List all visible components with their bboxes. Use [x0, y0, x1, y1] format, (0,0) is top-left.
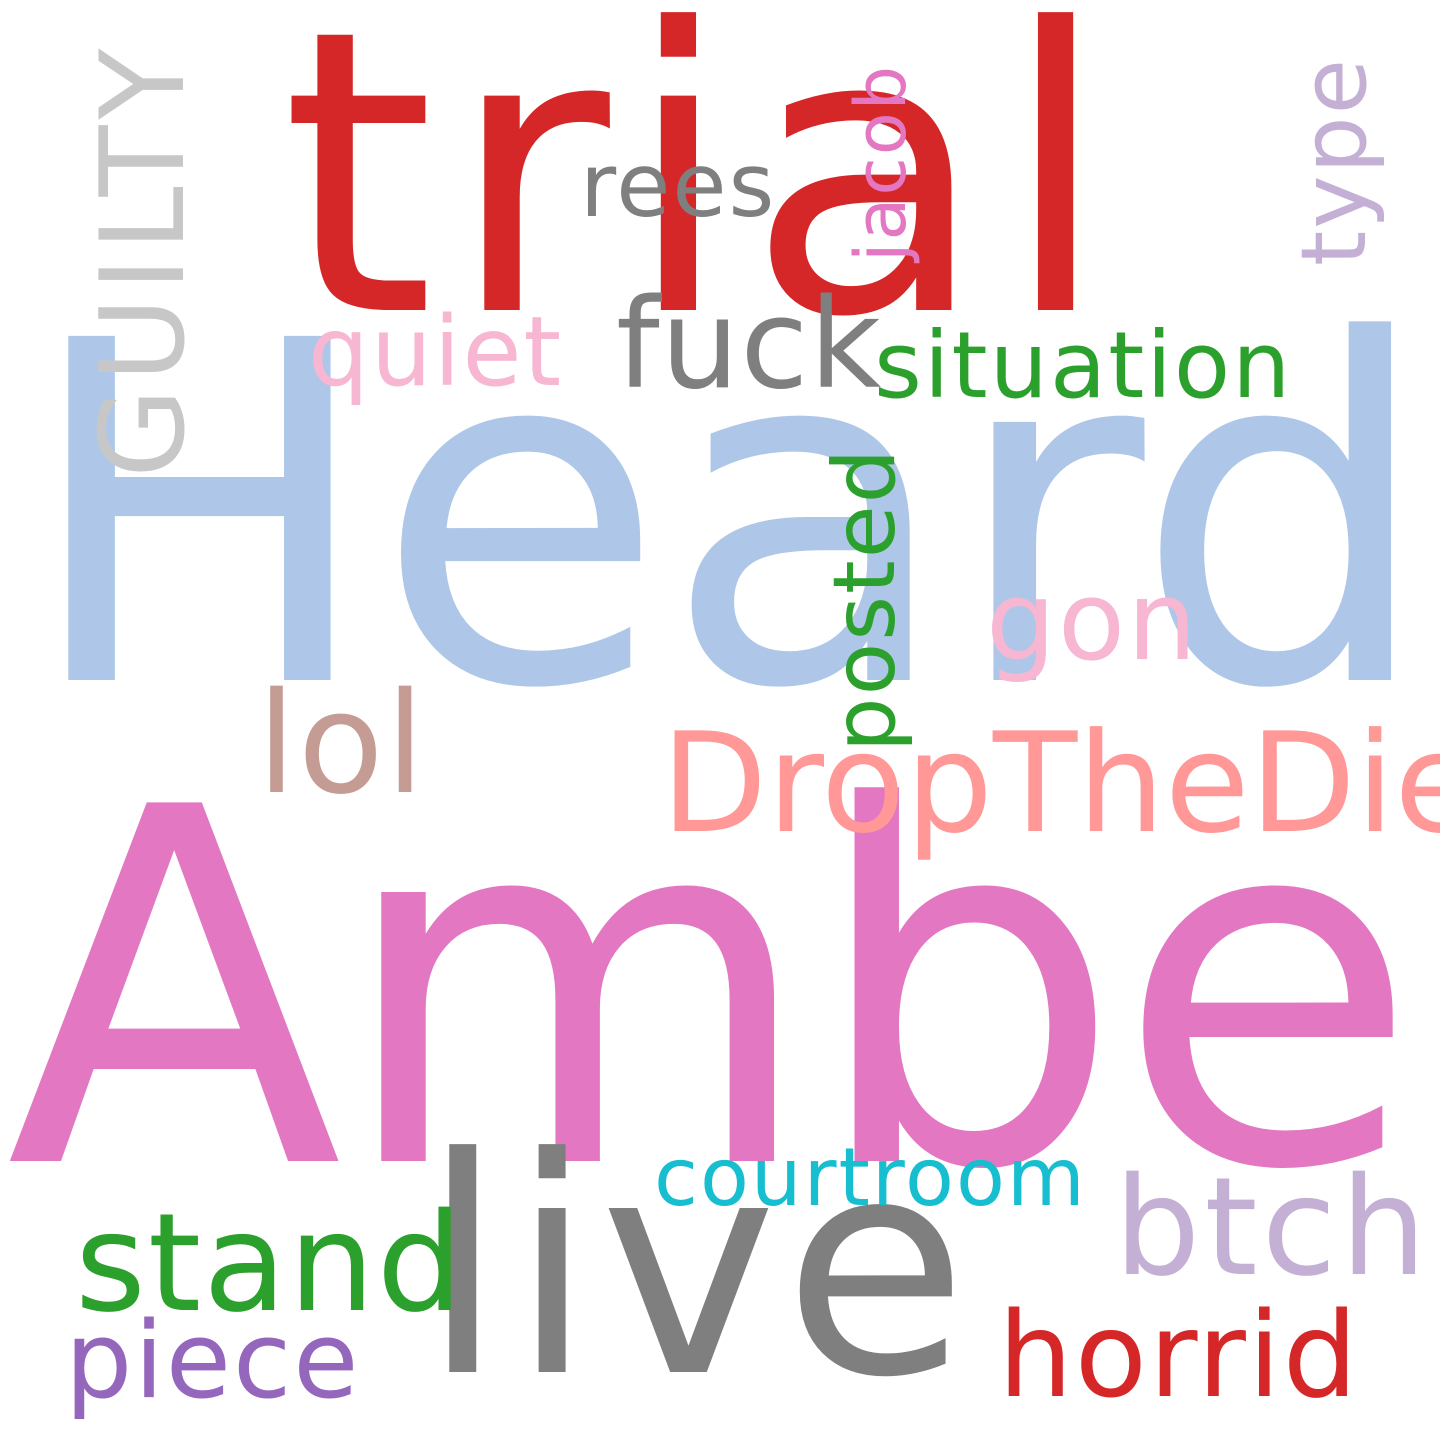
word-rees: rees: [580, 134, 777, 237]
word-guilty: GUILTY: [76, 42, 211, 478]
word-trial: trial: [281, 0, 1124, 403]
word-piece: piece: [65, 1299, 361, 1422]
word-dropthedie: DropTheDie: [661, 703, 1440, 864]
word-btch: btch: [1114, 1149, 1431, 1307]
word-lol: lol: [257, 663, 427, 826]
word-amber: Amber: [6, 705, 1440, 1278]
word-courtroom: courtroom: [654, 1131, 1087, 1224]
word-gon: gon: [986, 557, 1199, 685]
word-type: type: [1282, 56, 1387, 266]
word-stand: stand: [75, 1185, 466, 1343]
word-fuck: fuck: [616, 273, 883, 417]
word-quiet: quiet: [308, 296, 564, 408]
word-horrid: horrid: [998, 1286, 1360, 1424]
word-heard: Heard: [22, 243, 1434, 792]
word-situation: situation: [874, 312, 1293, 419]
word-live: live: [421, 1094, 974, 1440]
word-jacob: jacob: [840, 63, 922, 262]
